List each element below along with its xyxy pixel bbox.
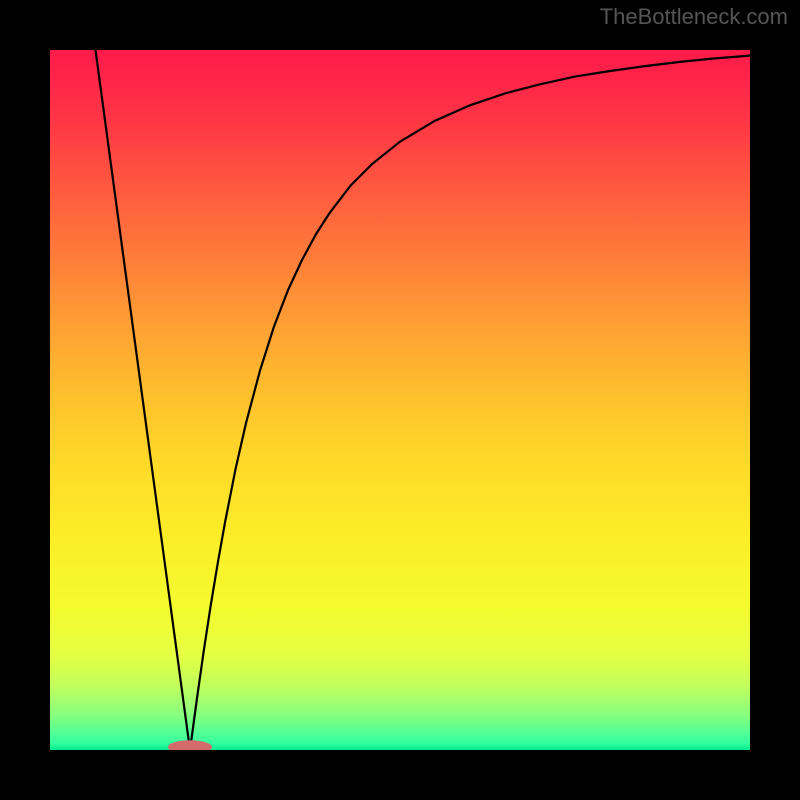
- bottleneck-chart: [0, 0, 800, 800]
- gradient-background: [50, 50, 750, 750]
- chart-container: TheBottleneck.com: [0, 0, 800, 800]
